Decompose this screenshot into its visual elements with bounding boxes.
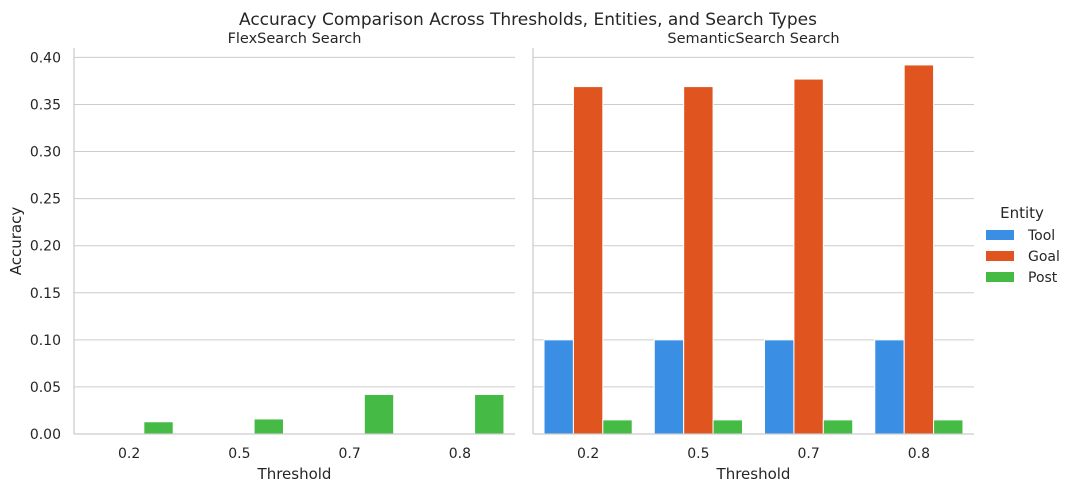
legend-item-post: Post [986, 270, 1058, 286]
bar-tool [653, 339, 685, 435]
x-tick-label: 0.2 [577, 446, 599, 462]
x-axis-label: Threshold [257, 465, 332, 483]
x-tick-label: 0.5 [228, 446, 250, 462]
y-axis-label: Accuracy [7, 207, 25, 276]
panel-title: SemanticSearch Search [667, 31, 839, 47]
bar-post [602, 419, 633, 435]
legend-label: Post [1028, 270, 1058, 286]
x-tick-label: 0.7 [338, 446, 360, 462]
x-tick-label: 0.8 [908, 446, 930, 462]
legend-item-goal: Goal [986, 249, 1060, 265]
bar-tool [874, 339, 905, 435]
x-tick-label: 0.7 [797, 446, 819, 462]
chart-legend: Entity Tool Goal Post [986, 204, 1060, 286]
x-tick-label: 0.2 [118, 446, 140, 462]
legend-swatch [986, 272, 1014, 282]
y-tick-label: 0.20 [30, 239, 61, 255]
bar-tool [764, 339, 795, 435]
legend-label: Tool [1027, 228, 1055, 244]
bar-post [933, 419, 964, 435]
bar-post [712, 419, 743, 435]
x-tick-label: 0.5 [687, 446, 709, 462]
y-tick-label: 0.40 [30, 50, 61, 66]
x-axis-label: Threshold [716, 465, 791, 483]
bar-post [363, 393, 395, 435]
bar-post [253, 418, 284, 435]
legend-title: Entity [1000, 204, 1044, 222]
bar-goal [793, 78, 824, 435]
bar-goal [903, 64, 935, 435]
legend-swatch [986, 230, 1014, 240]
bar-tool [543, 339, 574, 435]
y-tick-label: 0.15 [30, 286, 61, 302]
bar-post [474, 393, 505, 435]
legend-swatch [986, 251, 1014, 261]
panel-title: FlexSearch Search [228, 31, 362, 47]
y-tick-label: 0.00 [30, 427, 61, 443]
legend-item-tool: Tool [986, 228, 1055, 244]
y-tick-label: 0.25 [30, 192, 61, 208]
y-tick-label: 0.30 [30, 145, 61, 161]
panel-2: SemanticSearch Search 0.2 0.5 0.7 0.8 Thresho… [532, 31, 974, 483]
y-tick-label: 0.10 [30, 333, 61, 349]
bar-post [822, 419, 854, 435]
y-tick-label: 0.05 [30, 380, 61, 396]
bar-post [143, 421, 174, 435]
x-tick-label: 0.8 [449, 446, 471, 462]
chart-panels: 0.00 0.05 0.10 0.15 0.20 0.25 0.30 0.35 0.40 Flex… [30, 31, 974, 483]
chart-title: Accuracy Comparison Across Thresholds, E… [239, 10, 817, 30]
panel-1: 0.00 0.05 0.10 0.15 0.20 0.25 0.30 0.35 0.40 Flex… [30, 31, 515, 483]
bar-goal [572, 86, 604, 435]
y-tick-label: 0.35 [30, 97, 61, 113]
bar-goal [683, 86, 714, 435]
legend-label: Goal [1028, 249, 1060, 265]
